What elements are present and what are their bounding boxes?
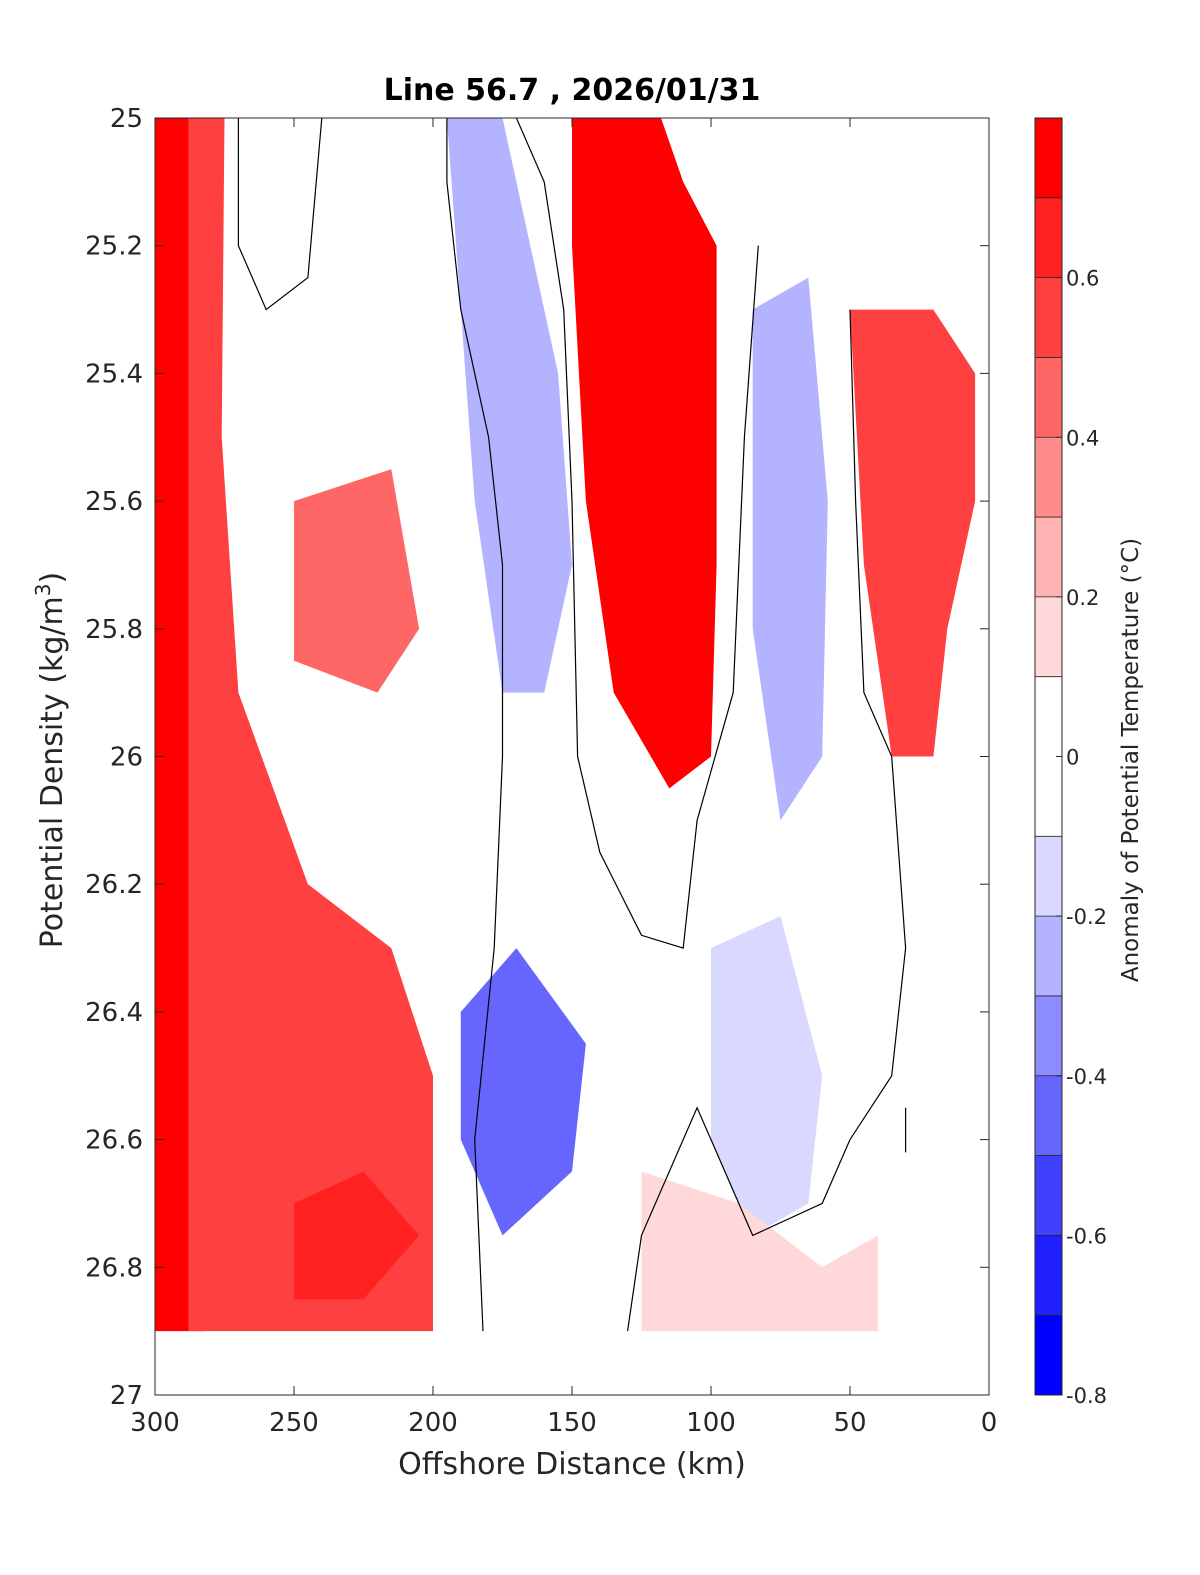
colorbar-tick-label: -0.4 (1066, 1065, 1107, 1089)
x-tick-label: 50 (833, 1408, 866, 1438)
x-tick-label: 150 (547, 1408, 597, 1438)
y-tick-label: 25 (110, 104, 143, 134)
x-tick-label: 250 (269, 1408, 319, 1438)
colorbar-tick-label: 0.6 (1066, 267, 1099, 291)
colorbar-label: Anomaly of Potential Temperature (°C) (1118, 538, 1144, 982)
colorbar-swatch (1035, 597, 1062, 677)
y-tick-label: 25.8 (85, 615, 143, 645)
colorbar-swatch (1035, 916, 1062, 996)
colorbar-tick-label: -0.8 (1066, 1384, 1107, 1408)
colorbar-swatch (1035, 996, 1062, 1076)
y-axis-label-main: Potential Density (kg/m (35, 596, 70, 948)
y-tick-label: 27 (110, 1381, 143, 1411)
colorbar-swatch (1035, 118, 1062, 198)
x-axis-label: Offshore Distance (km) (398, 1447, 746, 1482)
colorbar-tick-label: 0.4 (1066, 426, 1099, 450)
y-axis-label-superscript: 3 (31, 583, 55, 596)
y-tick-label: 26.4 (85, 998, 143, 1028)
colorbar-swatch (1035, 278, 1062, 358)
figure: Line 56.7 , 2026/01/31 300 250 200 150 100 50… (0, 0, 1200, 1575)
y-tick-label: 25.6 (85, 487, 143, 517)
x-tick-label: 0 (981, 1408, 998, 1438)
colorbar-swatch (1035, 198, 1062, 278)
y-axis-label: Potential Density (kg/m3) (31, 572, 70, 948)
colorbar-swatch (1035, 437, 1062, 517)
y-tick-label: 25.2 (85, 232, 143, 262)
x-tick-label: 200 (408, 1408, 458, 1438)
colorbar-swatch (1035, 517, 1062, 597)
colorbar-swatch (1035, 1076, 1062, 1156)
y-tick-label: 26 (110, 743, 143, 773)
colorbar-swatch (1035, 1235, 1062, 1315)
y-tick-label: 25.4 (85, 359, 143, 389)
y-tick-label: 26.8 (85, 1253, 143, 1283)
x-tick-label: 300 (130, 1408, 180, 1438)
colorbar-swatch (1035, 357, 1062, 437)
colorbar-tick-label: 0 (1066, 746, 1079, 770)
x-tick-label: 100 (686, 1408, 736, 1438)
colorbar-swatch (1035, 1315, 1062, 1395)
colorbar-swatch (1035, 1156, 1062, 1236)
chart-title: Line 56.7 , 2026/01/31 (384, 73, 761, 108)
colorbar-tick-label: -0.2 (1066, 905, 1107, 929)
colorbar-tick-label: -0.6 (1066, 1224, 1107, 1248)
y-axis-label-close: ) (35, 572, 70, 584)
colorbar: -0.8 -0.6 -0.4 -0.2 0 0.2 0.4 0.6 (1035, 118, 1107, 1408)
colorbar-swatch (1035, 836, 1062, 916)
colorbar-tick-label: 0.2 (1066, 586, 1099, 610)
y-tick-label: 26.2 (85, 870, 143, 900)
y-tick-label: 26.6 (85, 1126, 143, 1156)
